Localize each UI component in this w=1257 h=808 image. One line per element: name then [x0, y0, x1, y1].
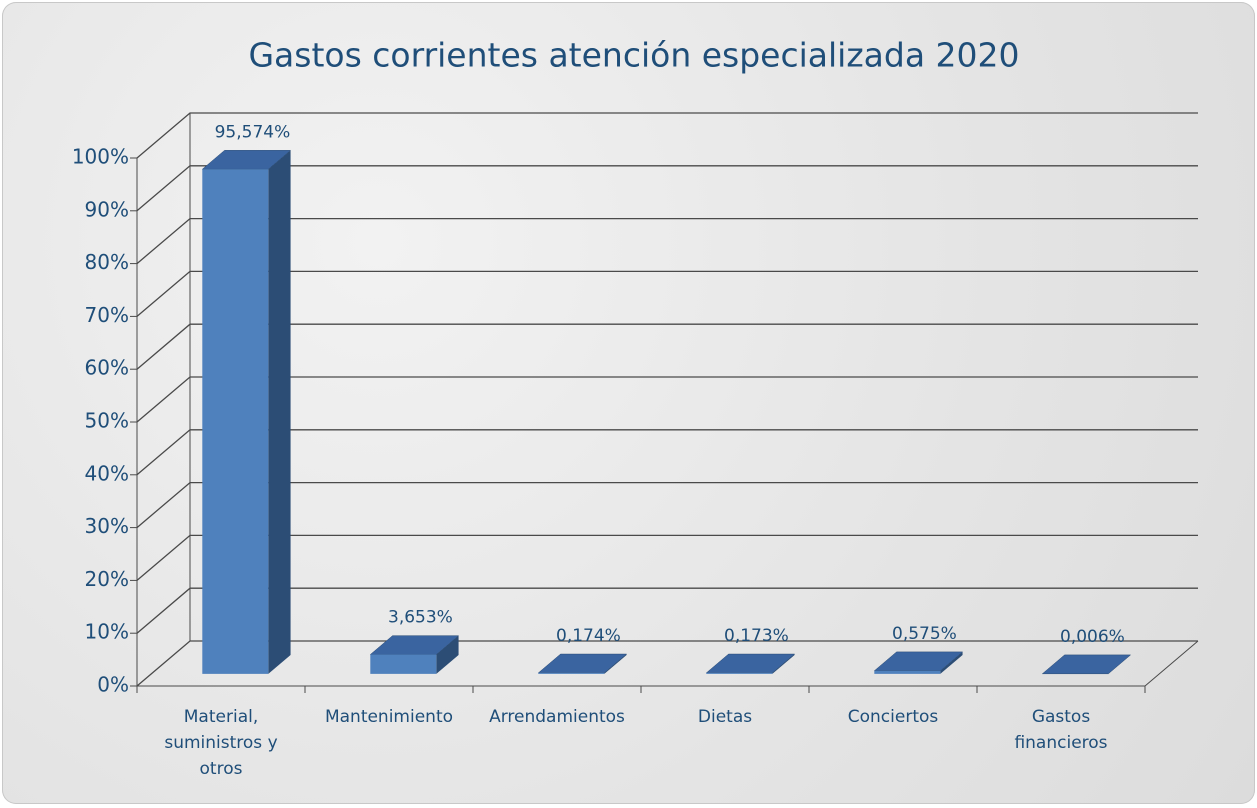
bar-front: [370, 655, 436, 674]
grid-line: [137, 271, 1198, 316]
bar-top: [874, 652, 962, 671]
x-tick-label: Dietas: [655, 704, 795, 730]
chart-title: Gastos corrientes atención especializada…: [248, 36, 1019, 75]
grid-line: [137, 535, 1198, 580]
value-label: 0,575%: [892, 624, 957, 644]
value-label: 0,006%: [1060, 627, 1125, 647]
y-tick-label: 40%: [85, 461, 129, 485]
x-tick-label: Gastos financieros: [991, 704, 1131, 756]
y-tick-label: 60%: [85, 356, 129, 380]
bar: [202, 150, 290, 674]
grid-line: [137, 588, 1198, 633]
x-tick-label: Material, suministros y otros: [151, 704, 291, 782]
y-tick-label: 50%: [85, 409, 129, 433]
y-tick-label: 0%: [97, 673, 129, 697]
bar-top: [538, 654, 626, 673]
x-tick-label: Conciertos: [823, 704, 963, 730]
bar: [1042, 655, 1130, 674]
y-tick-label: 80%: [85, 250, 129, 274]
grid-line: [137, 641, 1198, 686]
y-tick-label: 30%: [85, 514, 129, 538]
value-label: 3,653%: [388, 608, 453, 628]
bar: [706, 654, 794, 674]
y-tick-label: 90%: [85, 197, 129, 221]
bar-front: [706, 673, 772, 674]
x-tick-label: Arrendamientos: [487, 704, 627, 730]
grid-line: [137, 324, 1198, 369]
bar-front: [874, 671, 940, 674]
bar-top: [1042, 655, 1130, 674]
value-label: 0,173%: [724, 626, 789, 646]
bar-top: [706, 654, 794, 673]
bar-front: [202, 169, 268, 674]
grid-line: [137, 219, 1198, 264]
value-label: 95,574%: [215, 122, 291, 142]
y-tick-label: 20%: [85, 567, 129, 591]
y-tick-label: 70%: [85, 303, 129, 327]
bar-side: [268, 150, 290, 674]
y-tick-label: 100%: [72, 145, 129, 169]
value-label: 0,174%: [556, 626, 621, 646]
bar-front: [538, 673, 604, 674]
bar: [538, 654, 626, 674]
x-tick-label: Mantenimiento: [319, 704, 459, 730]
floor: [137, 641, 1198, 686]
grid-line: [137, 113, 1198, 158]
grid-line: [137, 430, 1198, 475]
grid-line: [137, 166, 1198, 211]
grid-line: [137, 483, 1198, 528]
grid-line: [137, 377, 1198, 422]
bar: [874, 652, 962, 674]
y-tick-label: 10%: [85, 620, 129, 644]
